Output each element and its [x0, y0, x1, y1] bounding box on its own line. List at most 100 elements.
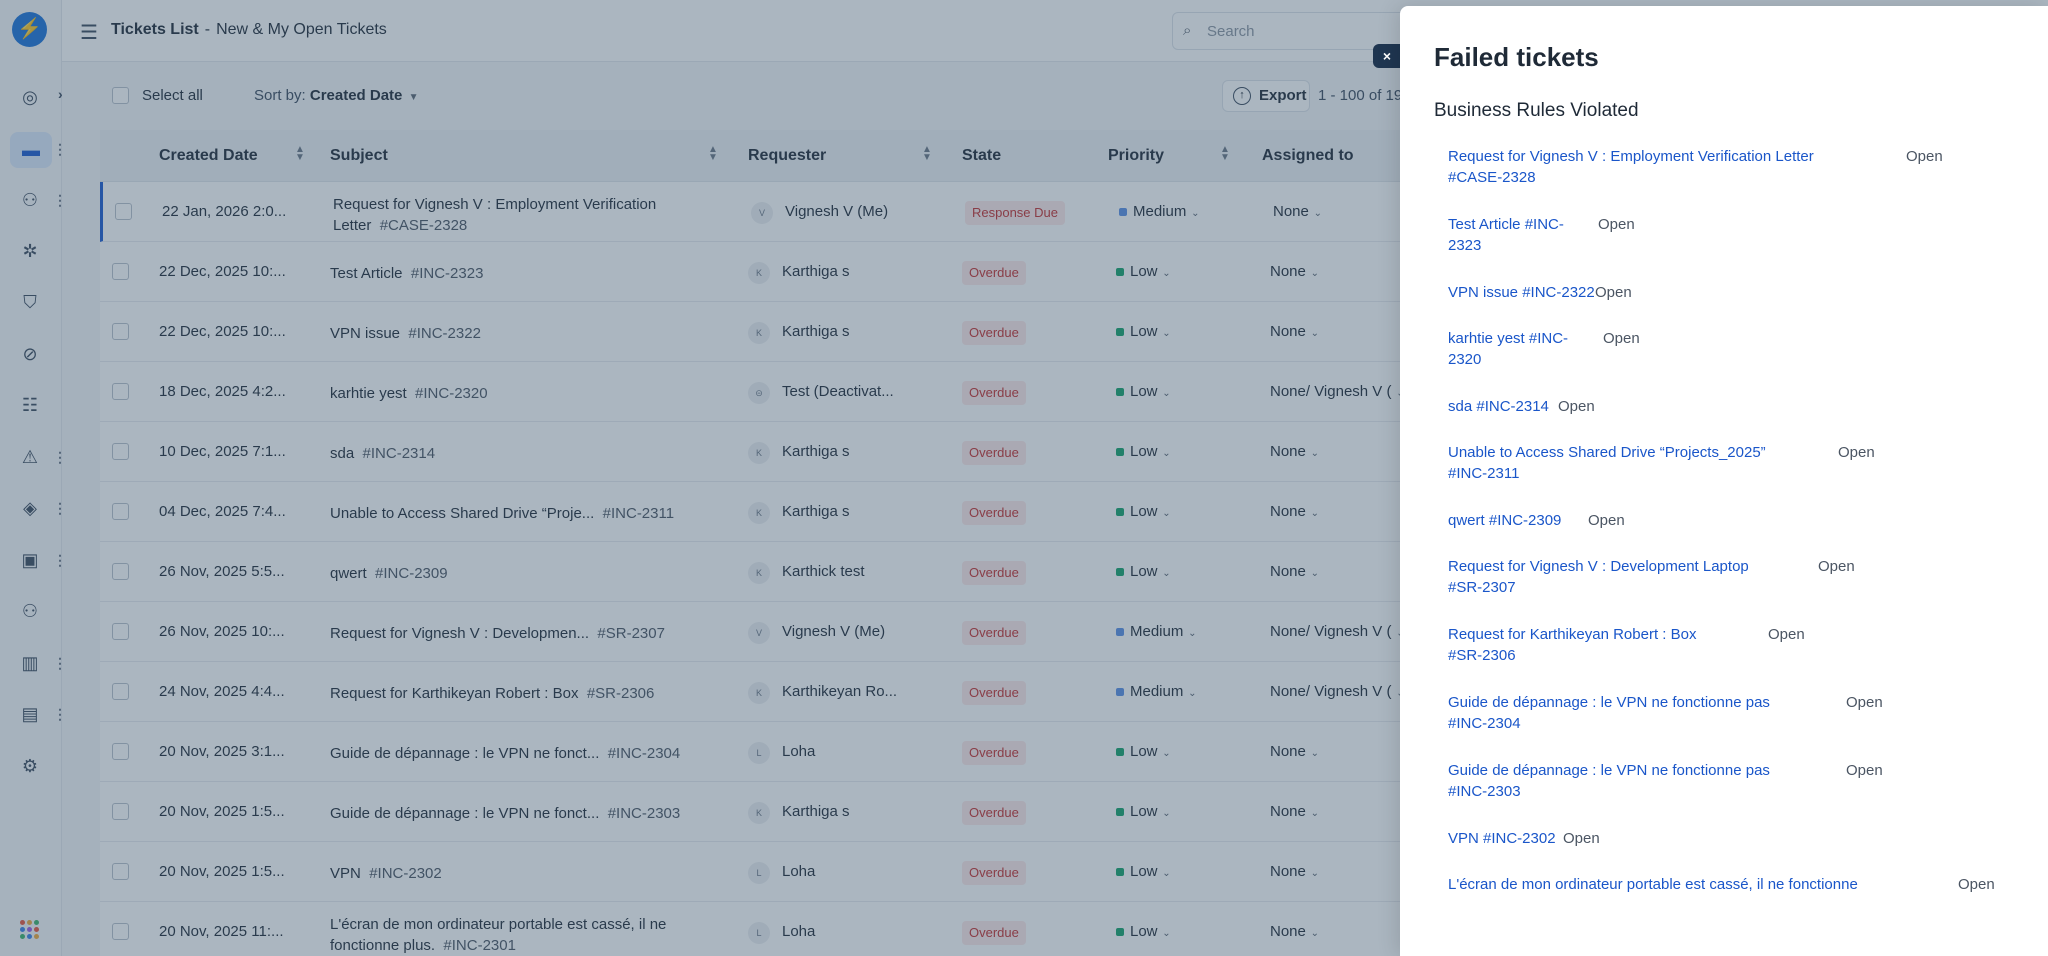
assigned-to-dropdown[interactable]: None ⌄: [1270, 503, 1319, 520]
row-checkbox[interactable]: [112, 323, 129, 340]
assets-more-icon[interactable]: ⋮: [53, 552, 67, 568]
table-row[interactable]: 22 Dec, 2025 10:... VPN issue #INC-2322 K K…: [100, 302, 1400, 362]
failed-ticket-link[interactable]: Guide de dépannage : le VPN ne fonctionn…: [1448, 760, 1770, 802]
requester-name[interactable]: Karthiga s: [782, 323, 850, 340]
ticket-subject[interactable]: Unable to Access Shared Drive “Proje... …: [330, 503, 690, 524]
close-drawer-button[interactable]: ×: [1373, 44, 1401, 68]
failed-ticket-link[interactable]: Guide de dépannage : le VPN ne fonctionn…: [1448, 692, 1770, 734]
requester-name[interactable]: Test (Deactivat...: [782, 383, 894, 400]
search-box[interactable]: ⌕ Search: [1172, 12, 1432, 50]
priority-dropdown[interactable]: Medium ⌄: [1119, 203, 1200, 220]
team-icon[interactable]: ⚇: [21, 601, 39, 621]
priority-dropdown[interactable]: Low ⌄: [1116, 803, 1171, 820]
table-row[interactable]: 20 Nov, 2025 1:5... Guide de dépannage : …: [100, 782, 1400, 842]
failed-ticket-link[interactable]: Test Article #INC- 2323: [1448, 214, 1564, 256]
ticket-subject[interactable]: Test Article #INC-2323: [330, 263, 690, 284]
row-checkbox[interactable]: [112, 683, 129, 700]
sort-icon[interactable]: ▲ ▼: [295, 144, 305, 163]
assigned-to-dropdown[interactable]: None ⌄: [1270, 863, 1319, 880]
requester-name[interactable]: Loha: [782, 743, 816, 760]
table-row[interactable]: 10 Dec, 2025 7:1... sda #INC-2314 K Karthig…: [100, 422, 1400, 482]
expand-nav-chevron-icon[interactable]: ›: [58, 86, 63, 102]
settings-icon[interactable]: ⚙: [21, 756, 39, 776]
failed-ticket-link[interactable]: sda #INC-2314: [1448, 396, 1549, 417]
failed-ticket-link[interactable]: Unable to Access Shared Drive “Projects_…: [1448, 442, 1766, 484]
table-row[interactable]: 26 Nov, 2025 5:5... qwert #INC-2309 K Karth…: [100, 542, 1400, 602]
ticket-subject[interactable]: Request for Karthikeyan Robert : Box #SR…: [330, 683, 690, 704]
ticket-subject[interactable]: Request for Vignesh V : Developmen... #S…: [330, 623, 690, 644]
priority-dropdown[interactable]: Low ⌄: [1116, 743, 1171, 760]
alert-more-icon[interactable]: ⋮: [53, 449, 67, 465]
assigned-to-dropdown[interactable]: None ⌄: [1270, 803, 1319, 820]
failed-ticket-link[interactable]: Request for Vignesh V : Development Lapt…: [1448, 556, 1749, 598]
table-row[interactable]: 20 Nov, 2025 3:1... Guide de dépannage : …: [100, 722, 1400, 782]
bug-icon[interactable]: ✲: [22, 241, 38, 261]
hamburger-menu-icon[interactable]: ☰: [80, 22, 98, 44]
col-requester[interactable]: Requester: [748, 147, 827, 164]
ticket-subject[interactable]: Guide de dépannage : le VPN ne fonct... …: [330, 743, 690, 764]
failed-ticket-link[interactable]: Request for Vignesh V : Employment Verif…: [1448, 146, 1814, 188]
priority-dropdown[interactable]: Low ⌄: [1116, 563, 1171, 580]
priority-dropdown[interactable]: Low ⌄: [1116, 383, 1171, 400]
assigned-to-dropdown[interactable]: None ⌄: [1273, 203, 1322, 220]
export-button[interactable]: ↑ Export: [1222, 80, 1310, 112]
assigned-to-dropdown[interactable]: None ⌄: [1270, 263, 1319, 280]
tickets-more-icon[interactable]: ⋮: [53, 141, 67, 157]
ticket-subject[interactable]: Request for Vignesh V : Employment Verif…: [333, 194, 693, 236]
ticket-subject[interactable]: qwert #INC-2309: [330, 563, 690, 584]
users-more-icon[interactable]: ⋮: [53, 192, 67, 208]
tickets-icon[interactable]: ▬: [10, 132, 52, 168]
requester-name[interactable]: Loha: [782, 863, 816, 880]
sort-icon[interactable]: ▲ ▼: [1220, 144, 1230, 163]
requester-name[interactable]: Vignesh V (Me): [782, 623, 886, 640]
failed-ticket-link[interactable]: karhtie yest #INC- 2320: [1448, 328, 1568, 370]
requester-name[interactable]: Loha: [782, 923, 816, 940]
failed-ticket-link[interactable]: VPN #INC-2302: [1448, 828, 1556, 849]
col-assigned-to[interactable]: Assigned to: [1262, 147, 1354, 164]
requester-name[interactable]: Karthiga s: [782, 443, 850, 460]
row-checkbox[interactable]: [112, 443, 129, 460]
assigned-to-dropdown[interactable]: None ⌄: [1270, 923, 1319, 940]
row-checkbox[interactable]: [112, 923, 129, 940]
requester-name[interactable]: Karthikeyan Ro...: [782, 683, 898, 700]
sort-by-dropdown[interactable]: Sort by: Created Date ▼: [254, 87, 418, 104]
assets-icon[interactable]: ▣: [21, 550, 39, 570]
ticket-subject[interactable]: L'écran de mon ordinateur portable est c…: [330, 914, 690, 956]
row-checkbox[interactable]: [112, 503, 129, 520]
select-all-checkbox[interactable]: [112, 87, 129, 104]
layers-more-icon[interactable]: ⋮: [53, 500, 67, 516]
select-all-label[interactable]: Select all: [142, 87, 203, 104]
row-checkbox[interactable]: [112, 743, 129, 760]
table-row[interactable]: 20 Nov, 2025 1:5... VPN #INC-2302 L Loha Ove…: [100, 842, 1400, 902]
row-checkbox[interactable]: [112, 263, 129, 280]
ticket-subject[interactable]: Guide de dépannage : le VPN ne fonct... …: [330, 803, 690, 824]
row-checkbox[interactable]: [112, 383, 129, 400]
ticket-subject[interactable]: karhtie yest #INC-2320: [330, 383, 690, 404]
col-created-date[interactable]: Created Date: [159, 147, 258, 164]
knowledge-more-icon[interactable]: ⋮: [53, 655, 67, 671]
changes-icon[interactable]: ⊘: [22, 344, 38, 364]
requester-name[interactable]: Karthiga s: [782, 503, 850, 520]
table-row[interactable]: 26 Nov, 2025 10:... Request for Vignesh V…: [100, 602, 1405, 662]
dashboard-icon[interactable]: ◎: [22, 87, 38, 107]
view-name[interactable]: New & My Open Tickets: [216, 21, 387, 38]
requester-name[interactable]: Vignesh V (Me): [785, 203, 889, 220]
sort-icon[interactable]: ▲ ▼: [708, 144, 718, 163]
requester-name[interactable]: Karthiga s: [782, 803, 850, 820]
priority-dropdown[interactable]: Low ⌄: [1116, 503, 1171, 520]
table-row[interactable]: 04 Dec, 2025 7:4... Unable to Access Shar…: [100, 482, 1400, 542]
row-checkbox[interactable]: [115, 203, 132, 220]
table-row[interactable]: 22 Dec, 2025 10:... Test Article #INC-232…: [100, 242, 1400, 302]
priority-dropdown[interactable]: Medium ⌄: [1116, 623, 1197, 640]
priority-dropdown[interactable]: Low ⌄: [1116, 323, 1171, 340]
row-checkbox[interactable]: [112, 623, 129, 640]
ticket-subject[interactable]: sda #INC-2314: [330, 443, 690, 464]
ticket-subject[interactable]: VPN #INC-2302: [330, 863, 690, 884]
table-row[interactable]: 18 Dec, 2025 4:2... karhtie yest #INC-232…: [100, 362, 1405, 422]
failed-ticket-link[interactable]: Request for Karthikeyan Robert : Box #SR-…: [1448, 624, 1696, 666]
knowledge-book-icon[interactable]: ▥: [21, 653, 39, 673]
table-row[interactable]: 22 Jan, 2026 2:0... Request for Vignesh V…: [100, 182, 1400, 242]
row-checkbox[interactable]: [112, 863, 129, 880]
priority-dropdown[interactable]: Low ⌄: [1116, 923, 1171, 940]
alert-icon[interactable]: ⚠: [21, 447, 39, 467]
